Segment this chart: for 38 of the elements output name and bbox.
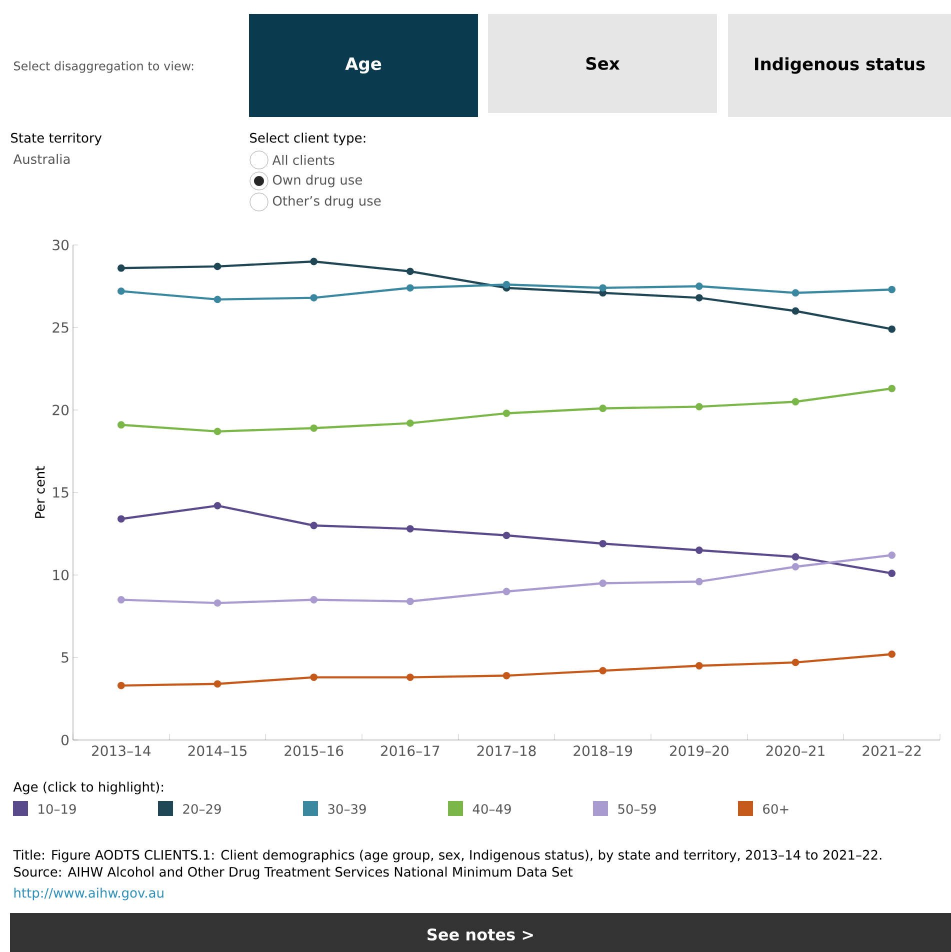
y-tick-label: 25 [52,322,68,333]
legend-label: 10–19 [38,804,76,814]
text: Indigenous status [755,57,925,74]
legend-label: 30–39 [328,804,366,814]
x-tick-label: 2015–16 [284,746,344,756]
x-tick-label: 2014–15 [188,746,246,756]
legend-label: 60+ [763,804,788,814]
x-tick-label: 2013–14 [92,746,151,756]
text: Own drug use [272,174,362,188]
legend-label: 20–29 [183,804,221,814]
x-tick-label: 2016–17 [380,746,440,756]
x-tick-label: 2017–18 [477,746,536,756]
text: All clients [272,154,334,166]
legend-label: 50–59 [618,804,656,814]
y-tick-label: 30 [52,240,69,250]
x-tick-label: 2021–22 [862,746,921,756]
legend-title: Age (click to highlight): [13,782,164,794]
text: Age [345,57,382,74]
y-tick-label: 0 [61,734,69,746]
x-tick-label: 2019–20 [670,746,728,756]
y-tick-label: 5 [62,652,68,663]
text: State territory [11,132,102,146]
source-note: Source: AIHW Alcohol and Other Drug Treatment Services National Minimum Data Set [14,866,573,880]
text: Title: Figure AODTS CLIENTS.1: Client demographics (age group, sex, Indigenous status), by state and territory, 2013–14 to 2021–22. [13,850,882,862]
y-tick-label: 20 [52,404,69,416]
x-tick-label: 2020–21 [766,746,824,756]
text: http://www.aihw.gov.au [14,888,164,900]
y-axis-title: Per cent [35,466,45,518]
text: Select client type: [250,132,366,146]
text: See notes > [428,928,533,941]
y-tick-label: 10 [53,570,69,580]
legend-label: 40–49 [472,804,511,814]
text: Australia [13,154,70,164]
x-tick-label: 2018–19 [574,746,632,756]
text: Sex [586,57,620,70]
text: Select disaggregation to view: [14,61,194,73]
y-tick-label: 15 [53,487,68,498]
text: Other’s drug use [272,196,381,208]
